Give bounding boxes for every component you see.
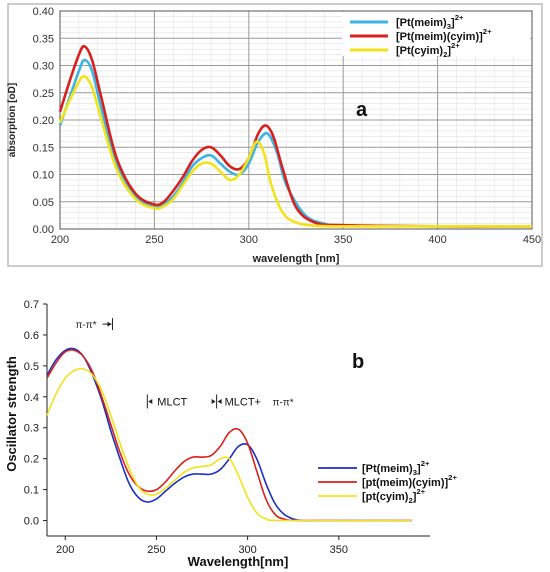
- chart-a-legend-label-3-end: ]: [447, 45, 451, 57]
- chart-b-y-tick: 0.0: [24, 516, 39, 528]
- chart-b-legend: [Pt(meim)3]2+[pt(meim)(cyim)]2+[pt(cyim)…: [318, 459, 457, 505]
- chart-b-legend-label-1-sup: 2+: [421, 459, 430, 468]
- chart-a-x-tick: 250: [145, 234, 163, 246]
- chart-b-y-tick: 0.6: [24, 330, 39, 342]
- chart-b-xlabel: Wavelength[nm]: [188, 554, 289, 569]
- chart-a-legend-label-1: [Pt(meim)3]2+: [396, 13, 464, 31]
- chart-a-x-tick: 400: [428, 234, 446, 246]
- annotation-pi-pi-star-2: π-π*: [273, 397, 294, 408]
- annotation-mlct: MLCT: [157, 396, 187, 408]
- chart-b-legend-label-3-sub: 2: [408, 496, 412, 505]
- chart-b-series-line-3: [46, 367, 412, 522]
- chart-b-legend-label-1-end: ]: [417, 463, 421, 475]
- chart-b-legend-label-2-sup: 2+: [448, 473, 457, 482]
- chart-a-x-tick: 300: [240, 234, 258, 246]
- chart-a-panel-label: a: [356, 99, 368, 121]
- chart-a-legend-label-2-sup: 2+: [483, 27, 492, 36]
- chart-a-x-tick: 350: [334, 234, 352, 246]
- chart-a-series-line-3: [58, 74, 532, 228]
- chart-b-x-tick: 200: [56, 544, 74, 556]
- annotation-arrowhead-4: [217, 398, 222, 404]
- chart-b-y-tick: 0.4: [24, 392, 39, 404]
- chart-a-y-tick: 0.00: [33, 224, 54, 236]
- chart-b-legend-label-1-sub: 3: [413, 468, 417, 477]
- absorption-chart: 200 250 300 350 400 450 0.00 0.05 0.10 0.15 0.20 0.…: [7, 3, 543, 267]
- chart-a-legend-label-1-main: [Pt(meim): [396, 17, 447, 29]
- chart-b-y-tick: 0.2: [24, 454, 39, 466]
- chart-a-legend-label-2: [Pt(meim)(cyim)]2+: [396, 27, 492, 43]
- chart-b-x-tick: 250: [147, 544, 165, 556]
- chart-b-legend-label-3-main: [pt(cyim): [362, 491, 409, 503]
- chart-b-legend-label-3-sup: 2+: [416, 487, 425, 496]
- chart-a-legend-label-1-sup: 2+: [455, 13, 464, 22]
- chart-a-legend-label-3: [Pt(cyim)2]2+: [396, 41, 460, 59]
- chart-a-ylabel: absorption [oD]: [7, 83, 18, 157]
- chart-a-x-tick: 450: [523, 234, 541, 246]
- chart-b-y-tick: 0.5: [24, 361, 39, 373]
- chart-a-y-tick: 0.30: [33, 61, 54, 73]
- chart-a-legend-label-1-end: ]: [451, 17, 455, 29]
- annotation-arrowhead-3: [211, 398, 216, 404]
- chart-a-legend-label-1-sub: 3: [447, 22, 451, 31]
- chart-a-legend-label-2-main: [Pt(meim)(cyim)]: [396, 31, 483, 43]
- oscillator-chart: 200 250 300 350 0.0 0.1 0.2 0.3 0.4 0.5 0.6 0.7 π-π…: [4, 299, 457, 569]
- chart-b-y-tick: 0.7: [24, 299, 39, 311]
- chart-b-y-tick: 0.3: [24, 423, 39, 435]
- chart-b-legend-label-1: [Pt(meim)3]2+: [362, 459, 430, 477]
- chart-a-y-tick: 0.25: [33, 88, 54, 100]
- chart-b-ylabel: Oscillator strength: [4, 356, 19, 472]
- chart-a-series-line-1: [58, 58, 533, 228]
- chart-a-y-tick: 0.05: [33, 197, 54, 209]
- chart-b-series-line-1: [46, 347, 412, 522]
- chart-a-legend: [Pt(meim)3]2+[Pt(meim)(cyim)]2+[Pt(cyim)…: [342, 12, 530, 59]
- chart-a-y-tick: 0.15: [33, 142, 54, 154]
- chart-a-xlabel: wavelength [nm]: [252, 253, 340, 265]
- annotation-pi-pi-star-1: π-π*: [75, 320, 96, 331]
- annotation-mlct-plus: MLCT+: [225, 396, 261, 408]
- chart-b-legend-label-2: [pt(meim)(cyim)]2+: [362, 473, 457, 489]
- chart-a-legend-label-3-sup: 2+: [451, 41, 460, 50]
- chart-a-y-tick: 0.10: [33, 170, 54, 182]
- chart-b-panel-label: b: [352, 351, 364, 373]
- annotation-arrowhead-1: [107, 321, 112, 327]
- chart-a-y-tick: 0.35: [33, 33, 54, 45]
- annotation-arrowhead-2: [148, 398, 153, 404]
- chart-b-legend-label-1-main: [Pt(meim): [362, 463, 413, 475]
- chart-a-y-tick: 0.40: [33, 6, 54, 18]
- chart-a-y-tick: 0.20: [33, 115, 54, 127]
- chart-b-legend-label-3: [pt(cyim)2]2+: [362, 487, 426, 505]
- chart-a-x-tick: 200: [51, 234, 69, 246]
- chart-b-x-tick: 300: [238, 544, 256, 556]
- chart-a-legend-label-3-sub: 2: [443, 50, 447, 59]
- chart-b-x-tick: 350: [330, 544, 348, 556]
- chart-b-legend-label-2-main: [pt(meim)(cyim)]: [362, 477, 449, 489]
- chart-a-legend-label-3-main: [Pt(cyim): [396, 45, 443, 57]
- chart-b-series-line-2: [46, 349, 412, 522]
- chart-b-y-tick: 0.1: [24, 485, 39, 497]
- chart-b-legend-label-3-end: ]: [413, 491, 417, 503]
- chart-a-series-line-2: [58, 44, 533, 228]
